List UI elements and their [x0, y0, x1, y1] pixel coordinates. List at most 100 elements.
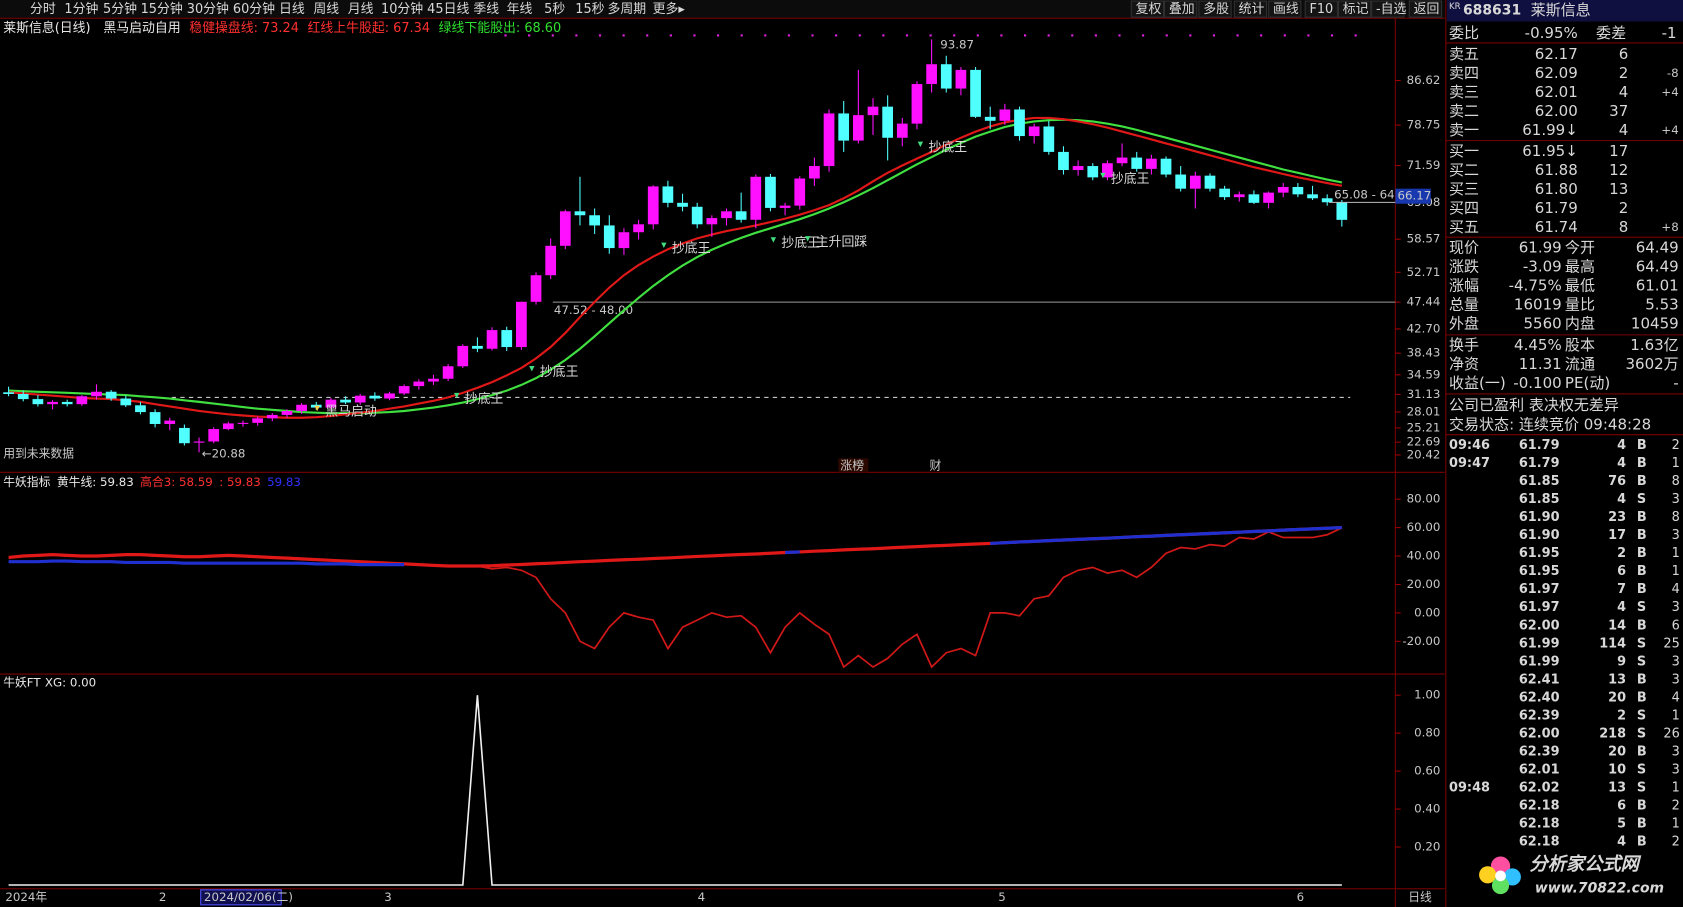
- period-tab[interactable]: 15分钟: [141, 1, 183, 17]
- period-tab[interactable]: 15秒: [575, 2, 604, 17]
- candle-body: [1175, 174, 1187, 189]
- period-tab[interactable]: 5秒: [544, 2, 565, 17]
- period-tab[interactable]: 分时: [30, 2, 56, 17]
- watermark-logo: [1479, 856, 1521, 895]
- badge: 财: [930, 458, 942, 472]
- tick-volume: 17: [1608, 528, 1626, 543]
- tick-price: 62.00: [1519, 726, 1560, 741]
- candle-body: [486, 330, 498, 349]
- book-price: 61.74: [1535, 218, 1578, 236]
- price-tick-label: 86.62: [1407, 73, 1441, 87]
- signal-icon: [805, 236, 811, 242]
- stat-value: 5.53: [1645, 295, 1678, 313]
- tool-button[interactable]: 返回: [1414, 2, 1440, 17]
- price-tick-label: 20.42: [1407, 447, 1441, 461]
- top-dot: [1283, 34, 1286, 37]
- tick-side: B: [1637, 799, 1647, 814]
- tick-count: 25: [1663, 636, 1679, 651]
- tick-count: 2: [1672, 835, 1680, 850]
- tick-volume: 5: [1617, 817, 1626, 832]
- price-box: [1395, 188, 1431, 204]
- candle-body: [1292, 186, 1304, 195]
- period-tab[interactable]: 1分钟: [64, 1, 98, 17]
- price-tick-label: 31.13: [1407, 387, 1441, 401]
- candle-body: [340, 399, 351, 403]
- period-tab[interactable]: 年线: [507, 2, 533, 17]
- stat-label: 外盘: [1449, 314, 1479, 332]
- stat-label: PE(动): [1565, 374, 1610, 392]
- tool-button[interactable]: -自选: [1376, 2, 1407, 17]
- tick-count: 2: [1672, 799, 1680, 814]
- tick-price: 61.79: [1519, 456, 1560, 471]
- tool-button[interactable]: 多股: [1203, 2, 1229, 17]
- top-dot: [1000, 34, 1003, 37]
- candle-body: [1028, 126, 1040, 137]
- period-tab[interactable]: 30分钟: [187, 1, 229, 17]
- tick-count: 3: [1672, 528, 1680, 543]
- period-tab[interactable]: 更多▸: [653, 2, 686, 17]
- tool-button[interactable]: F10: [1309, 2, 1333, 17]
- tick-price: 61.90: [1519, 510, 1560, 525]
- tool-button[interactable]: 画线: [1273, 2, 1299, 17]
- candle-body: [442, 366, 454, 379]
- candle-body: [179, 427, 190, 444]
- tool-button[interactable]: 叠加: [1169, 2, 1195, 17]
- period-tab[interactable]: 5分钟: [103, 1, 137, 17]
- period-tab[interactable]: 周线: [313, 2, 339, 17]
- candle-body: [984, 116, 996, 121]
- period-tab[interactable]: 季线: [473, 2, 499, 17]
- tool-button[interactable]: 复权: [1136, 1, 1162, 17]
- candle-body: [398, 386, 410, 394]
- formula-name: 黑马启动自用: [103, 20, 180, 35]
- period-tab[interactable]: 60分钟: [233, 1, 275, 17]
- tool-button[interactable]: 标记: [1343, 2, 1369, 17]
- tick-side: B: [1637, 456, 1647, 471]
- candle-body: [838, 113, 850, 141]
- note: 用到未来数据: [3, 447, 74, 461]
- period-tab[interactable]: 月线: [348, 2, 374, 17]
- book-price: 61.95↓: [1522, 142, 1578, 160]
- tick-volume: 6: [1617, 564, 1626, 579]
- candle-body: [911, 84, 923, 124]
- candle-body: [882, 106, 894, 138]
- signal-icon: [917, 141, 924, 148]
- stat-value: -3.09: [1523, 257, 1562, 275]
- indicator-readout: 稳健操盘线: 73.24: [189, 19, 299, 35]
- signal-icon: [1100, 172, 1106, 179]
- tick-time: 09:48: [1449, 781, 1490, 796]
- price-tick-label: 38.43: [1407, 346, 1441, 360]
- candle-body: [574, 211, 586, 216]
- book-label: 卖一: [1449, 121, 1479, 139]
- tool-button-bg: [1130, 0, 1165, 18]
- candle-body: [867, 106, 879, 116]
- period-tab[interactable]: 45日线: [427, 2, 469, 17]
- candle-body: [384, 393, 395, 399]
- stat-label: 净资: [1449, 355, 1479, 373]
- period-tab[interactable]: 多周期: [608, 2, 647, 17]
- tick-side: B: [1637, 672, 1647, 687]
- top-dot: [740, 34, 743, 37]
- tick-volume: 4: [1617, 600, 1626, 615]
- date-label: 2024年: [5, 890, 47, 904]
- panel-header: 牛妖FT XG: 0.00: [3, 675, 96, 689]
- period-tab[interactable]: 日线: [279, 2, 305, 17]
- candle-body: [120, 398, 132, 406]
- top-dot: [976, 34, 979, 37]
- tick-side: B: [1637, 546, 1647, 561]
- candle-body: [501, 330, 513, 348]
- book-volume: 8: [1619, 218, 1629, 236]
- book-price: 61.80: [1535, 180, 1578, 198]
- tool-button[interactable]: 统计: [1239, 2, 1265, 17]
- candle-body: [706, 218, 718, 225]
- indicator-line-upper-blue: [785, 550, 800, 555]
- tick-side: B: [1637, 474, 1647, 489]
- tool-button-bg: [1164, 0, 1198, 18]
- tick-side: S: [1637, 726, 1646, 741]
- tick-price: 62.02: [1519, 781, 1560, 796]
- tick-count: 3: [1672, 745, 1680, 760]
- candle-body: [765, 176, 776, 208]
- stat-label: 最低: [1565, 276, 1595, 294]
- period-tab[interactable]: 10分钟: [381, 1, 423, 17]
- candle-body: [1336, 202, 1348, 220]
